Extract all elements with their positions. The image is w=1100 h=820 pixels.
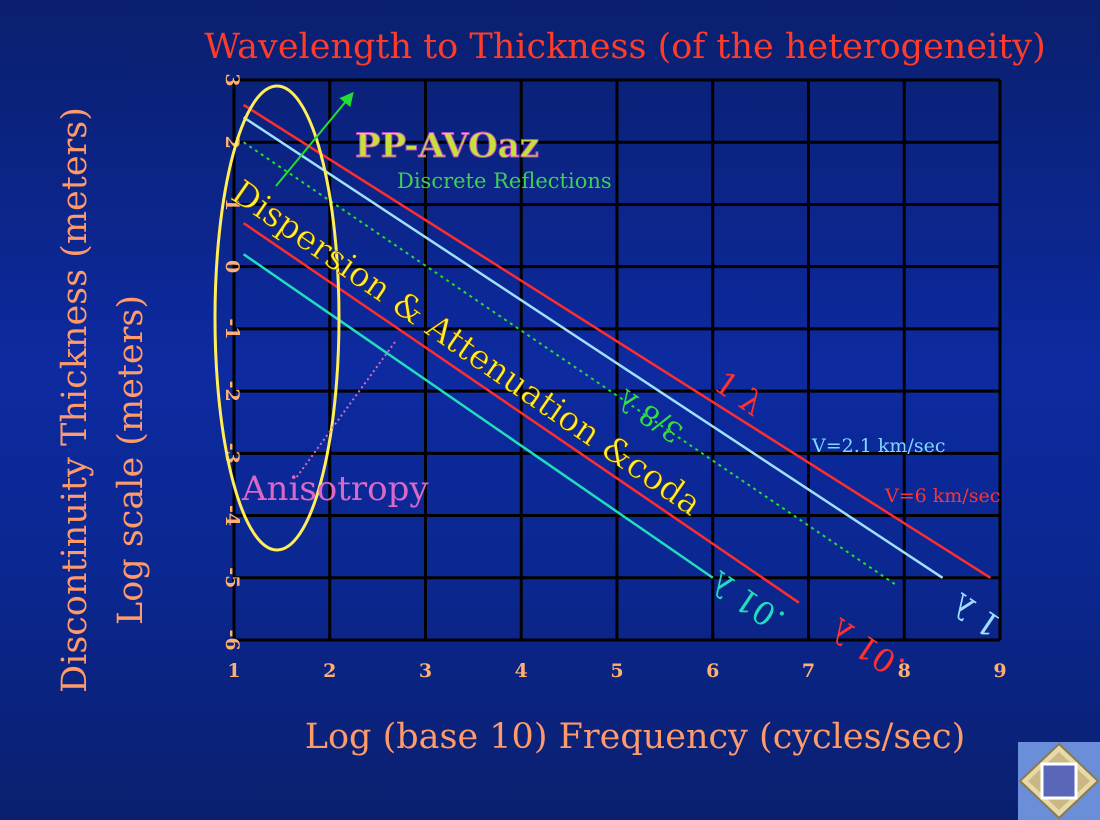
v21-label: V=2.1 km/sec — [811, 435, 945, 457]
x-axis-label: Log (base 10) Frequency (cycles/sec) — [305, 717, 966, 757]
slide-navigation-icon[interactable] — [1018, 742, 1100, 820]
anisotropy-label: Anisotropy — [241, 469, 429, 509]
y-tick-label: -2 — [221, 381, 243, 402]
x-tick-label: 1 — [227, 660, 240, 682]
pp-avoaz-arrow — [275, 91, 354, 187]
series-line — [242, 103, 992, 579]
y-tick-label: -4 — [221, 505, 243, 526]
x-tick-label: 4 — [515, 660, 528, 682]
y-axis-label-line2: Log scale (meters) — [111, 295, 151, 625]
grid — [232, 78, 1002, 642]
y-tick-label: -1 — [221, 318, 243, 339]
series-line — [242, 222, 800, 604]
y-axis-label-line1: Discontinuity Thickness (meters) — [55, 107, 95, 693]
y-tick-label: 0 — [221, 260, 243, 273]
x-tick-label: 6 — [706, 660, 719, 682]
y-tick-label: 2 — [221, 136, 243, 149]
x-tick-label: 9 — [993, 660, 1006, 682]
y-tick-label: -5 — [221, 567, 243, 588]
x-tick-label: 5 — [610, 660, 623, 682]
hundredth-lambda-red-label: .01 λ — [823, 610, 912, 687]
series-lines — [242, 103, 992, 604]
series-line — [243, 141, 896, 585]
y-tick-label: 3 — [221, 73, 243, 86]
y-tick-label: -6 — [221, 629, 243, 650]
x-tick-labels: 1 2 3 4 5 6 7 8 9 — [227, 660, 1006, 682]
pp-avoaz-label: PP-AVOaz — [355, 126, 539, 166]
x-tick-label: 2 — [323, 660, 336, 682]
v6-label: V=6 km/sec — [884, 485, 1000, 507]
series-line — [242, 116, 944, 579]
x-tick-label: 8 — [898, 660, 911, 682]
one-lambda-red-label: 1 λ — [707, 363, 770, 423]
x-tick-label: 3 — [419, 660, 432, 682]
discrete-reflections-label: Discrete Reflections — [397, 169, 612, 193]
y-tick-label: 1 — [221, 198, 243, 211]
chart-title: Wavelength to Thickness (of the heteroge… — [204, 27, 1045, 67]
series-line — [242, 253, 714, 579]
one-lambda-blue-label: 1 λ — [944, 585, 1007, 645]
anisotropy-pointer — [295, 341, 396, 479]
hundredth-lambda-blue-label: .01 λ — [703, 563, 792, 640]
discrete-region-ellipse — [213, 84, 341, 552]
x-tick-label: 7 — [802, 660, 815, 682]
